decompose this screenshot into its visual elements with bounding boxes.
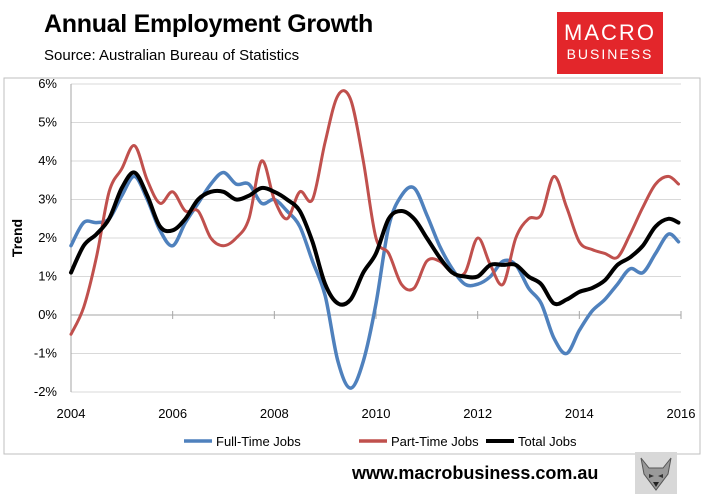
legend-label-total-jobs: Total Jobs: [518, 434, 577, 449]
series-line-total-jobs: [69, 170, 681, 307]
website-url: www.macrobusiness.com.au: [352, 463, 599, 483]
y-tick-label: 6%: [38, 76, 57, 91]
y-tick-label: -2%: [34, 384, 58, 399]
series-line-full-time-jobs: [69, 170, 681, 390]
x-tick-label: 2014: [565, 406, 594, 421]
wolf-icon: [635, 452, 677, 494]
legend-label-full-time-jobs: Full-Time Jobs: [216, 434, 301, 449]
y-tick-label: 0%: [38, 307, 57, 322]
macrobusiness-logo: MACRO BUSINESS: [557, 12, 663, 74]
y-tick-label: 1%: [38, 269, 57, 284]
series-line-part-time-jobs: [69, 89, 680, 336]
legend-label-part-time-jobs: Part-Time Jobs: [391, 434, 479, 449]
x-tick-label: 2006: [158, 406, 187, 421]
y-tick-label: 4%: [38, 153, 57, 168]
y-tick-label: 3%: [38, 192, 57, 207]
y-axis-label: Trend: [9, 219, 25, 257]
x-tick-label: 2004: [57, 406, 86, 421]
y-tick-label: 2%: [38, 230, 57, 245]
chart-title: Annual Employment Growth: [44, 10, 373, 38]
x-tick-label: 2012: [463, 406, 492, 421]
logo-line-1: MACRO: [564, 20, 656, 45]
x-tick-label: 2008: [260, 406, 289, 421]
x-tick-label: 2010: [362, 406, 391, 421]
y-tick-label: -1%: [34, 346, 58, 361]
x-tick-label: 2016: [667, 406, 696, 421]
chart-subtitle: Source: Australian Bureau of Statistics: [44, 47, 300, 64]
chart-frame: [3, 77, 701, 455]
y-tick-label: 5%: [38, 115, 57, 130]
logo-line-2: BUSINESS: [566, 46, 654, 62]
